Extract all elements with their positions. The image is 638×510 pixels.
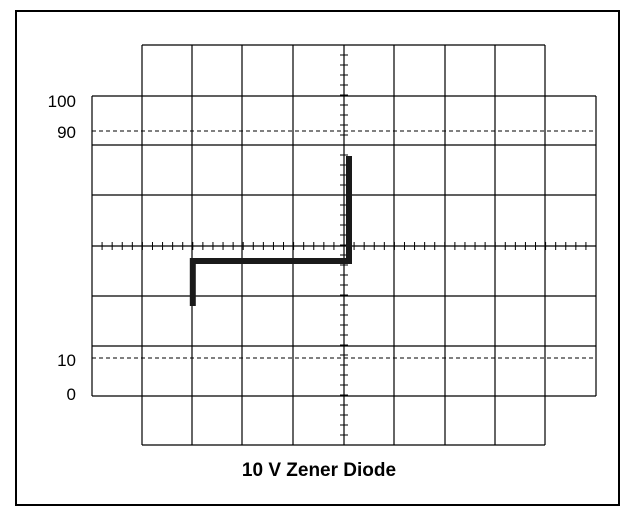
reference-lines [92,130,596,359]
label-10: 10 [57,351,76,370]
label-100: 100 [47,92,76,111]
figure-caption: 10 V Zener Diode [241,460,397,481]
label-0: 0 [66,385,76,404]
zener-trace [189,156,352,306]
label-90: 90 [57,123,76,142]
graticule-minor-ticks [91,44,597,446]
graticule-grid [91,44,597,446]
